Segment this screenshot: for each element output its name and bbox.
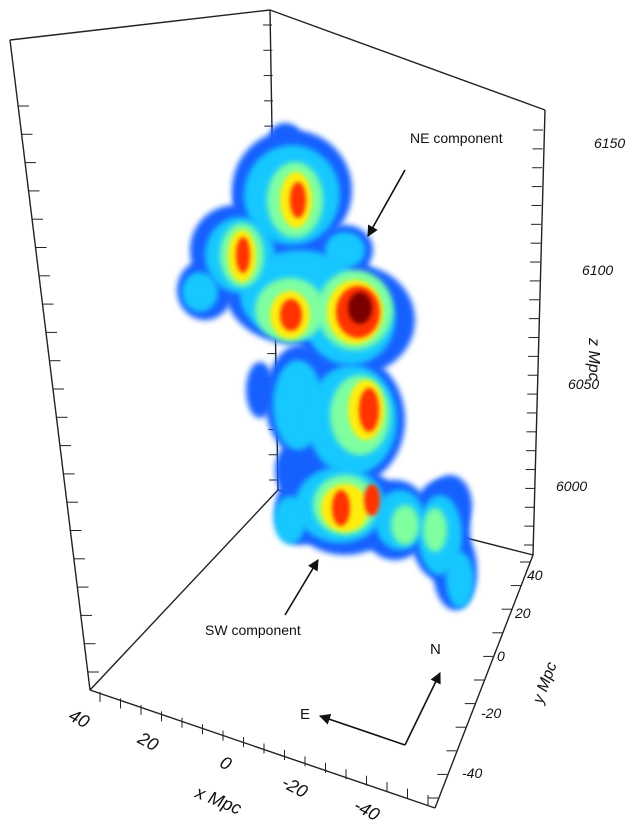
left-vertical-edge	[9, 39, 91, 691]
z-tick-label: 6100	[582, 262, 614, 278]
density-blob	[391, 505, 419, 545]
y-tick-label: 0	[497, 648, 505, 664]
top-right-edge	[269, 9, 546, 111]
z-tick-label: 6150	[594, 135, 626, 151]
y-tick-label: -20	[481, 705, 502, 721]
density-blob	[325, 232, 365, 268]
sw-component-arrow	[284, 559, 319, 616]
sw-component-label: SW component	[205, 622, 301, 638]
right-vertical-edge	[532, 109, 546, 556]
north-label: N	[430, 641, 441, 658]
density-blob	[280, 299, 302, 331]
density-blob	[182, 272, 218, 312]
east-label: E	[300, 706, 311, 723]
y-axis-line	[434, 554, 534, 809]
y-tick-label: -40	[462, 765, 483, 781]
density-blob	[348, 292, 372, 324]
ne-component-label: NE component	[410, 130, 503, 146]
density-volume	[177, 123, 477, 610]
x-axis-line	[89, 689, 436, 809]
z-tick-label: 6000	[556, 478, 588, 494]
density-blob	[332, 490, 350, 526]
y-tick-label: 20	[515, 605, 531, 621]
density-blob	[246, 362, 274, 418]
y-tick-label: 40	[527, 567, 543, 583]
north-arrow	[404, 671, 441, 746]
density-blob	[274, 496, 306, 544]
density-blob	[290, 182, 306, 218]
density-blob	[359, 388, 379, 432]
top-back-edge	[9, 9, 271, 41]
density-blob	[423, 508, 447, 552]
density-blob	[236, 237, 250, 273]
z-tick-label: 6050	[568, 376, 600, 392]
density-blob	[446, 552, 474, 608]
compass-rose	[318, 671, 441, 746]
ne-component-arrow	[367, 169, 406, 237]
floor-back-left	[89, 489, 279, 691]
z-axis-title: z Mpc	[585, 338, 602, 381]
east-arrow	[318, 713, 406, 746]
density-blob	[270, 123, 300, 147]
density-blob	[364, 484, 380, 516]
